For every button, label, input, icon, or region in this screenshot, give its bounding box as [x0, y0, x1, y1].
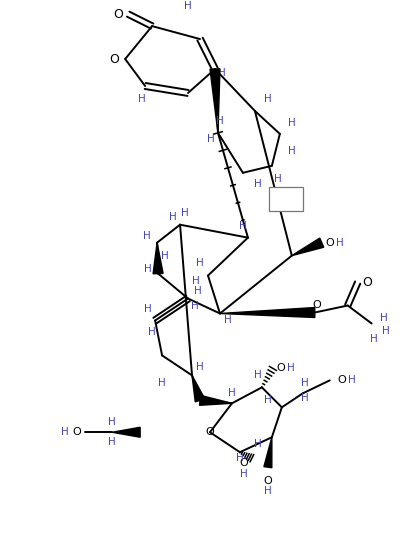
Text: H: H — [274, 174, 282, 184]
Text: O: O — [312, 300, 321, 310]
Text: H: H — [370, 334, 378, 344]
Polygon shape — [192, 376, 205, 402]
Text: H: H — [301, 393, 309, 403]
Text: H: H — [236, 453, 244, 463]
Text: H: H — [192, 276, 200, 286]
Polygon shape — [153, 243, 163, 274]
Text: H: H — [109, 437, 116, 448]
Text: H: H — [218, 68, 226, 78]
Text: O: O — [263, 476, 272, 486]
Polygon shape — [292, 238, 324, 256]
Text: O: O — [363, 276, 373, 289]
Text: O: O — [109, 52, 119, 65]
Text: H: H — [228, 388, 236, 398]
Text: H: H — [207, 134, 215, 144]
Text: H: H — [144, 304, 152, 314]
Text: O: O — [206, 427, 215, 437]
Text: H: H — [336, 238, 344, 248]
Text: H: H — [144, 263, 152, 273]
Text: H: H — [288, 118, 296, 128]
Text: H: H — [240, 469, 248, 479]
Text: O: O — [240, 458, 248, 468]
Text: H: H — [143, 230, 151, 240]
Text: H: H — [196, 362, 204, 372]
Polygon shape — [264, 437, 272, 468]
Text: Abs: Abs — [279, 193, 293, 201]
Text: O: O — [72, 427, 81, 437]
Text: H: H — [196, 258, 204, 268]
Text: H: H — [191, 301, 199, 310]
Text: H: H — [254, 439, 262, 449]
Polygon shape — [200, 396, 232, 405]
Text: H: H — [216, 116, 224, 126]
Text: H: H — [181, 208, 189, 218]
Text: H: H — [194, 286, 202, 296]
Text: H: H — [264, 486, 272, 496]
Text: H: H — [169, 211, 177, 222]
Text: H: H — [264, 94, 272, 104]
Text: H: H — [61, 427, 69, 437]
Text: H: H — [109, 417, 116, 427]
Polygon shape — [112, 427, 140, 437]
Text: H: H — [161, 251, 169, 261]
Text: H: H — [288, 146, 296, 156]
Text: O: O — [113, 8, 123, 21]
Text: H: H — [348, 376, 356, 386]
Text: O: O — [337, 376, 346, 386]
Text: H: H — [158, 378, 166, 388]
Text: H: H — [382, 326, 390, 336]
Text: H: H — [301, 378, 309, 388]
Text: H: H — [254, 371, 262, 381]
Text: H: H — [148, 328, 156, 338]
FancyBboxPatch shape — [269, 187, 303, 211]
Text: H: H — [239, 220, 247, 230]
Text: H: H — [264, 395, 272, 405]
Text: O: O — [326, 238, 334, 248]
Text: H: H — [380, 314, 388, 324]
Polygon shape — [220, 307, 315, 318]
Text: H: H — [254, 179, 262, 189]
Text: H: H — [287, 363, 295, 373]
Text: H: H — [224, 315, 232, 325]
Text: H: H — [184, 1, 192, 11]
Polygon shape — [210, 69, 220, 133]
Text: O: O — [277, 363, 285, 373]
Text: H: H — [138, 94, 146, 104]
